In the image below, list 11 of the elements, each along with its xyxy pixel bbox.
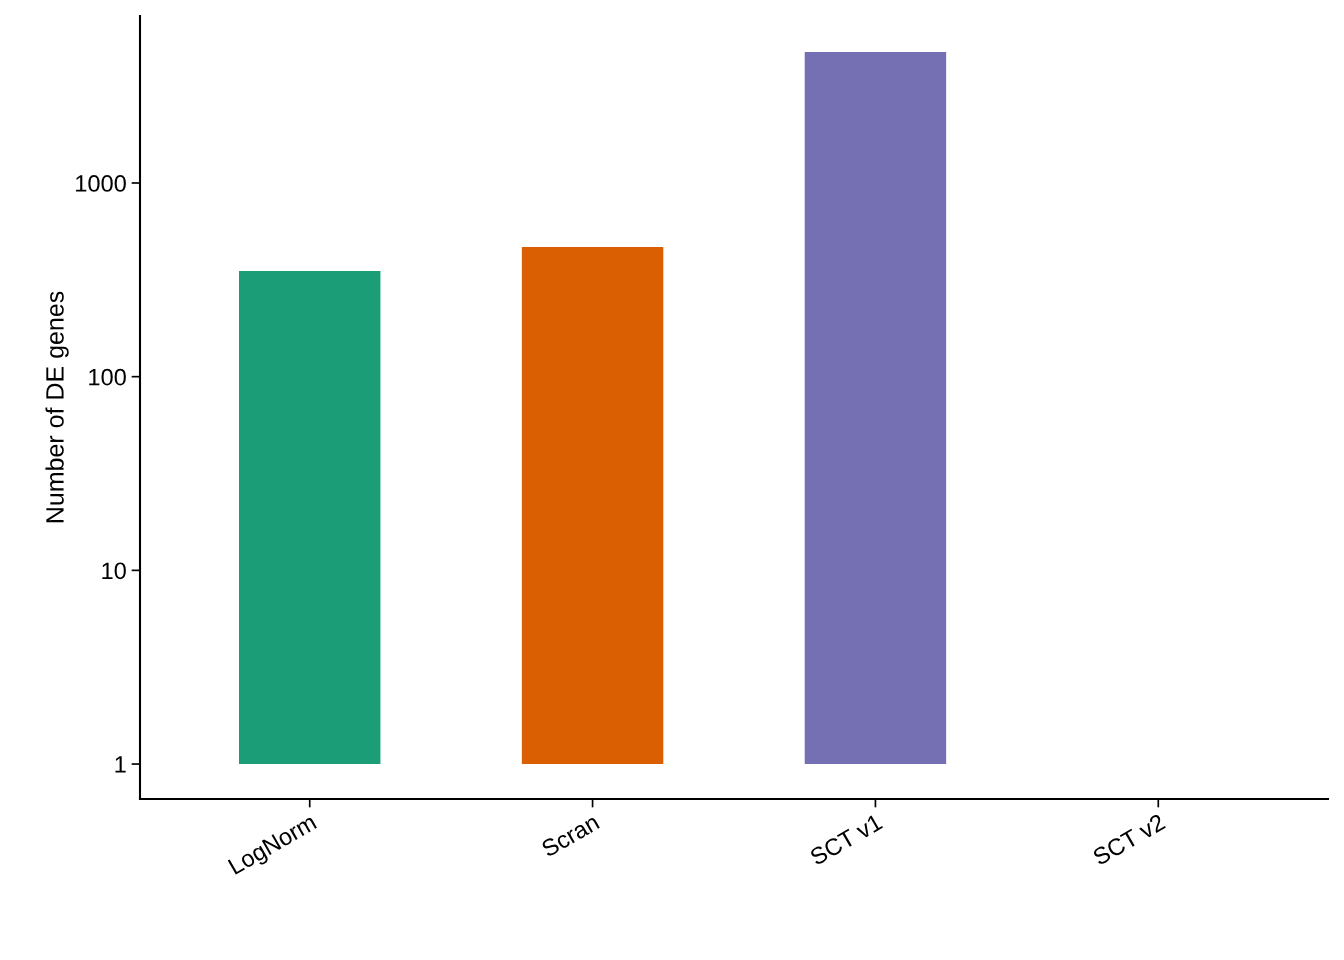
bar	[239, 271, 381, 765]
x-tick-label: Scran	[540, 813, 600, 858]
x-tick-label: SCT v1	[808, 813, 884, 866]
y-tick-label: 10	[102, 562, 126, 580]
bar	[521, 247, 664, 765]
y-axis-title: Number of DE genes	[45, 291, 69, 523]
y-tick-label: 1000	[76, 175, 126, 192]
x-tick-label: SCT v2	[1091, 813, 1166, 866]
y-tick-label: 1	[115, 756, 126, 773]
y-tick-label: 100	[89, 368, 126, 386]
bar	[804, 52, 947, 765]
